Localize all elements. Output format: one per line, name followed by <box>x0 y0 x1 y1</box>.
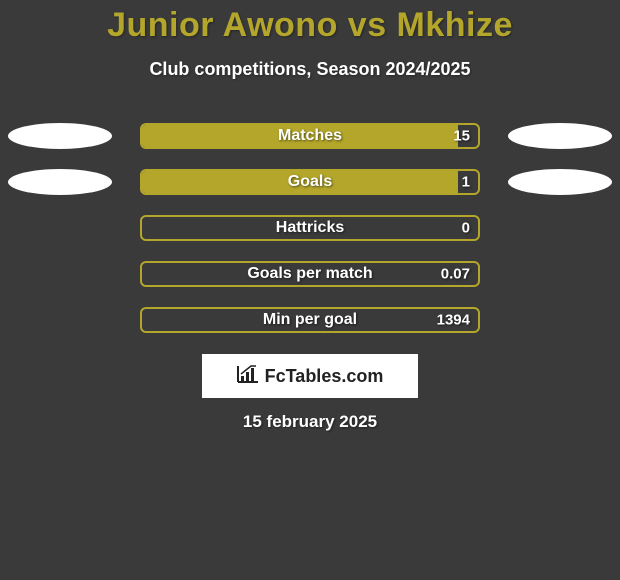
right-oval <box>508 169 612 195</box>
brand-text: FcTables.com <box>265 366 384 387</box>
bar-chart-icon <box>237 365 259 388</box>
stat-bar: Goals 1 <box>140 169 480 195</box>
stat-value: 1394 <box>437 312 470 329</box>
stat-bar: Min per goal 1394 <box>140 307 480 333</box>
date-text: 15 february 2025 <box>243 412 377 432</box>
stat-label: Goals per match <box>247 265 372 283</box>
right-oval <box>508 215 612 241</box>
subtitle: Club competitions, Season 2024/2025 <box>0 59 620 80</box>
stat-row: Hattricks 0 <box>0 212 620 244</box>
left-oval <box>8 123 112 149</box>
stat-label: Min per goal <box>263 311 357 329</box>
stat-value: 15 <box>453 128 470 145</box>
right-oval <box>508 261 612 287</box>
left-oval <box>8 261 112 287</box>
left-oval <box>8 215 112 241</box>
stat-label: Hattricks <box>276 219 344 237</box>
stat-row: Goals per match 0.07 <box>0 258 620 290</box>
canvas: Junior Awono vs Mkhize Club competitions… <box>0 0 620 580</box>
stat-label: Matches <box>278 127 342 145</box>
stat-row: Goals 1 <box>0 166 620 198</box>
stat-row: Min per goal 1394 <box>0 304 620 336</box>
right-oval <box>508 307 612 333</box>
stat-label: Goals <box>288 173 332 191</box>
page-title: Junior Awono vs Mkhize <box>0 0 620 45</box>
stat-bar: Matches 15 <box>140 123 480 149</box>
stat-value: 1 <box>462 174 470 191</box>
left-oval <box>8 307 112 333</box>
stat-bar: Hattricks 0 <box>140 215 480 241</box>
stat-value: 0 <box>462 220 470 237</box>
right-oval <box>508 123 612 149</box>
stat-value: 0.07 <box>441 266 470 283</box>
left-oval <box>8 169 112 195</box>
stat-bar: Goals per match 0.07 <box>140 261 480 287</box>
brand-box: FcTables.com <box>202 354 418 398</box>
stat-row: Matches 15 <box>0 120 620 152</box>
